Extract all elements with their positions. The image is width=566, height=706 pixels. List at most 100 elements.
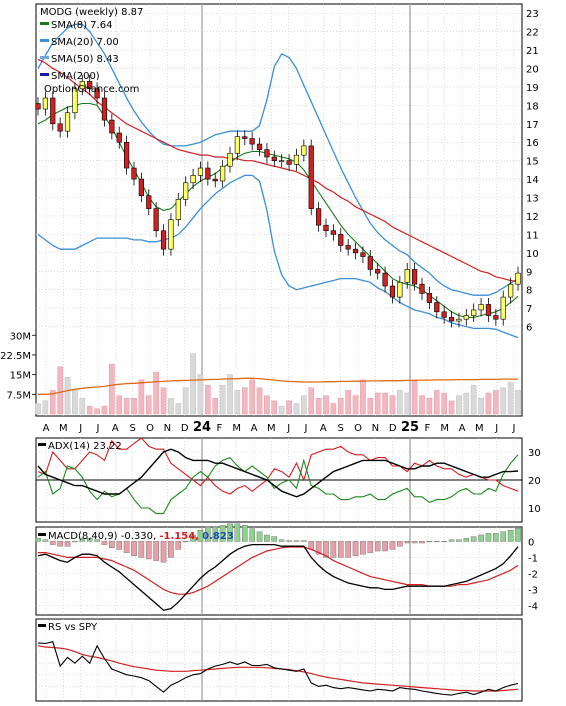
candle bbox=[264, 143, 270, 164]
macd-hist-bar bbox=[485, 533, 492, 542]
macd-panel: 0 -1 -2 -3 -4 MACD(8,40,9) -0.330, -1.154, 0… bbox=[35, 523, 538, 616]
candle bbox=[434, 296, 440, 319]
volume-bar bbox=[345, 390, 351, 415]
volume-bar bbox=[441, 392, 447, 415]
candle bbox=[485, 297, 492, 322]
macd-hist-bar bbox=[463, 538, 470, 542]
candle-body bbox=[360, 252, 366, 257]
candle-body bbox=[116, 132, 122, 143]
candle-body bbox=[293, 154, 300, 165]
candle-body bbox=[419, 283, 425, 294]
candle-body bbox=[242, 136, 248, 139]
adx-legend: ADX(14) 23.22 bbox=[48, 441, 122, 452]
candle bbox=[419, 277, 425, 300]
candle bbox=[116, 126, 122, 149]
x-tick-label: D bbox=[389, 423, 397, 434]
macd-hist-bar bbox=[241, 525, 248, 542]
price-tick-label: 21 bbox=[526, 46, 539, 57]
candle-body bbox=[197, 167, 204, 176]
adx-grid bbox=[36, 438, 522, 522]
volume-bar bbox=[330, 403, 337, 415]
volume-bar bbox=[478, 398, 484, 415]
volume-bar bbox=[197, 374, 204, 415]
volume-tick-label: 22.5M bbox=[0, 351, 31, 362]
candle bbox=[79, 74, 85, 96]
candle-body bbox=[212, 178, 218, 182]
candle bbox=[367, 250, 373, 276]
volume-bar bbox=[507, 382, 514, 415]
candle-body bbox=[485, 304, 492, 316]
price-tick-label: 19 bbox=[526, 83, 539, 94]
macd-tick-label: -4 bbox=[528, 601, 538, 612]
candle bbox=[330, 224, 336, 241]
candle bbox=[323, 218, 329, 238]
candle-body bbox=[508, 283, 514, 298]
volume-bar bbox=[116, 395, 123, 415]
rs-lines bbox=[37, 641, 519, 696]
macd-hist-bar bbox=[49, 541, 56, 545]
price-tick-label: 18 bbox=[526, 101, 539, 112]
legend-swatch-sma20 bbox=[40, 39, 49, 42]
macd-hist-bar bbox=[515, 528, 521, 542]
adx-legend-swatch bbox=[38, 443, 46, 446]
macd-hist-bar bbox=[478, 534, 484, 542]
x-tick-label: M bbox=[475, 423, 484, 434]
candle-body bbox=[404, 269, 410, 283]
candle bbox=[448, 310, 455, 328]
candle-body bbox=[352, 248, 359, 254]
candle bbox=[375, 262, 381, 280]
macd-hist-bar bbox=[212, 526, 219, 542]
candle-body bbox=[256, 143, 263, 150]
macd-legend-v2: 0.823 bbox=[202, 531, 234, 542]
bollinger-upper-line bbox=[37, 23, 519, 296]
volume-bar bbox=[426, 398, 433, 415]
candle bbox=[256, 137, 263, 157]
candle-body bbox=[412, 269, 418, 285]
candle-body bbox=[515, 272, 521, 285]
macd-hist-bar bbox=[382, 541, 388, 552]
candle bbox=[35, 97, 41, 116]
volume-bar bbox=[175, 403, 182, 415]
candle-body bbox=[64, 112, 71, 132]
volume-bar bbox=[219, 384, 226, 415]
volume-bar bbox=[271, 400, 278, 415]
candle bbox=[471, 303, 477, 322]
volume-bar bbox=[57, 366, 63, 415]
candle-body bbox=[301, 145, 307, 156]
rs-grid bbox=[36, 619, 522, 701]
candle bbox=[478, 297, 484, 317]
legend-sma20: SMA(20) 7.00 bbox=[51, 37, 119, 48]
x-tick-label: S bbox=[337, 423, 343, 434]
price-overlays bbox=[37, 23, 519, 339]
legend-swatch-sma200 bbox=[40, 73, 49, 76]
adx-y-ticks: 30 20 10 bbox=[528, 448, 541, 515]
x-tick-label: F bbox=[216, 423, 222, 434]
candle bbox=[50, 91, 56, 131]
candle bbox=[404, 262, 410, 289]
candle-body bbox=[72, 88, 78, 114]
macd-hist-bar bbox=[79, 538, 86, 542]
volume-bar bbox=[433, 390, 440, 415]
x-tick-label: J bbox=[304, 423, 308, 434]
candle bbox=[308, 139, 314, 216]
x-tick-label: J bbox=[286, 423, 290, 434]
x-tick-label: A bbox=[43, 423, 50, 434]
volume-bar bbox=[205, 384, 211, 415]
x-tick-label: S bbox=[129, 423, 135, 434]
candle bbox=[249, 132, 255, 151]
macd-hist-bar bbox=[101, 541, 108, 545]
candle-body bbox=[271, 156, 277, 161]
candle-body bbox=[175, 199, 181, 220]
volume-bar bbox=[168, 398, 174, 415]
legend-swatch-sma8 bbox=[40, 22, 49, 25]
volume-bar bbox=[109, 363, 115, 415]
candle bbox=[153, 202, 159, 238]
x-tick-label: A bbox=[320, 423, 327, 434]
candle-body bbox=[160, 230, 167, 250]
volume-bar bbox=[389, 395, 396, 415]
volume-bar bbox=[515, 390, 521, 415]
candle-body bbox=[316, 208, 322, 226]
volume-y-ticks: 30M 22.5M 15M 7.5M bbox=[0, 331, 36, 401]
candle bbox=[441, 305, 447, 324]
